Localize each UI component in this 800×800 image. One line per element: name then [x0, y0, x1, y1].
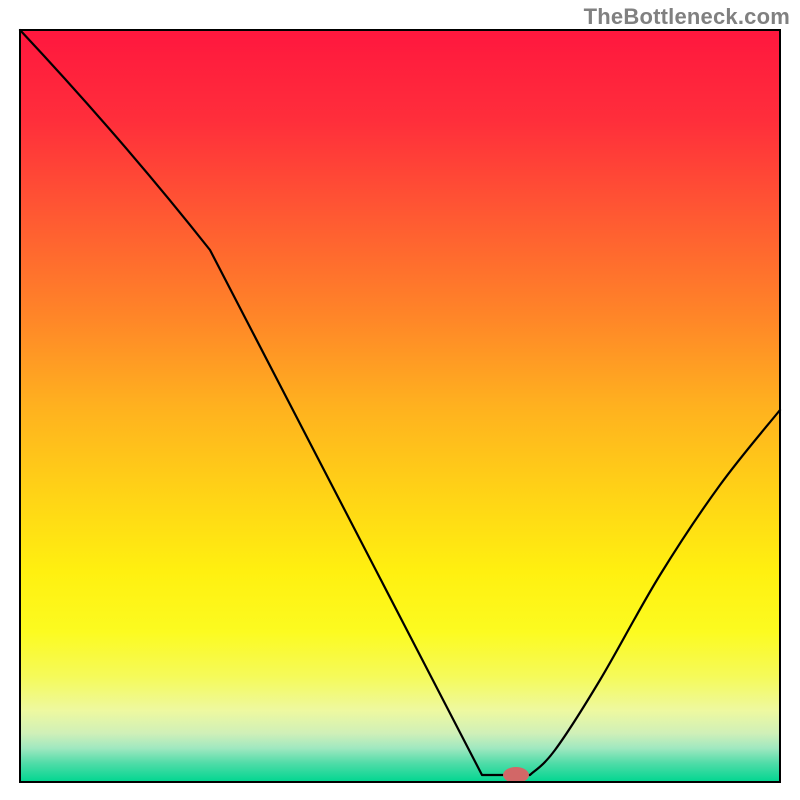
watermark-text: TheBottleneck.com — [584, 4, 790, 30]
bottleneck-curve-chart — [0, 0, 800, 800]
optimal-point-marker — [503, 767, 529, 783]
chart-background — [20, 30, 780, 782]
chart-container: TheBottleneck.com — [0, 0, 800, 800]
